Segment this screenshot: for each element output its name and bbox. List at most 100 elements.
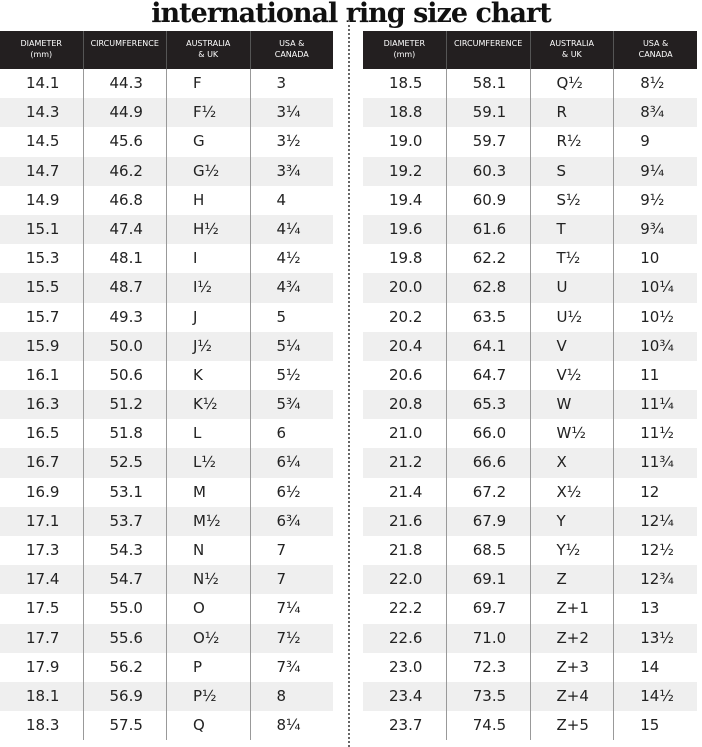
cell-australia-uk: L½: [167, 448, 251, 478]
cell-circumference: 72.3: [447, 652, 531, 682]
cell-diameter: 14.7: [0, 156, 84, 186]
dotted-divider: [348, 20, 350, 747]
table-row: 22.0 69.1 Z 12¾: [363, 565, 697, 595]
table-row: 19.8 62.2 T½ 10: [363, 244, 697, 274]
cell-diameter: 17.9: [0, 652, 84, 682]
cell-diameter: 15.1: [0, 214, 84, 245]
cell-diameter: 18.1: [0, 681, 84, 712]
cell-circumference: 44.9: [84, 98, 167, 128]
cell-circumference: 59.1: [447, 98, 531, 128]
cell-usa-canada: 9½: [640, 190, 665, 209]
cell-circumference: 48.7: [84, 273, 167, 303]
cell-usa-canada: 10½: [640, 307, 674, 326]
cell-usa-canada: 11¾: [640, 453, 674, 472]
cell-usa-canada: 15: [640, 716, 660, 735]
cell-usa-canada: 6¾: [276, 511, 301, 530]
cell-australia-uk: F½: [167, 98, 251, 128]
table-row: 16.1 50.6 K 5½: [0, 360, 333, 391]
cell-diameter: 15.7: [0, 302, 84, 332]
table-row: 15.3 48.1 I 4½: [0, 244, 333, 274]
cell-usa-canada: 10: [640, 249, 660, 268]
table-row: 21.0 66.0 W½ 11½: [363, 419, 697, 449]
cell-usa-canada: 12¾: [640, 570, 674, 589]
cell-circumference: 66.6: [447, 448, 531, 478]
cell-australia-uk: T½: [531, 244, 615, 274]
cell-circumference: 64.1: [447, 331, 531, 361]
cell-australia-uk: M: [167, 477, 251, 507]
cell-circumference: 47.4: [84, 214, 167, 245]
cell-australia-uk: M½: [167, 506, 251, 536]
cell-diameter: 18.5: [363, 69, 447, 99]
cell-usa-canada: 14½: [640, 686, 674, 705]
cell-circumference: 48.1: [84, 244, 167, 274]
cell-usa-canada: 5: [276, 307, 287, 326]
cell-usa-canada: 11½: [640, 424, 674, 443]
cell-diameter: 21.6: [363, 506, 447, 536]
cell-usa-canada: 14: [640, 657, 660, 676]
cell-usa-canada: 12: [640, 482, 660, 501]
table-row: 22.2 69.7 Z+1 13: [363, 594, 697, 624]
cell-diameter: 16.7: [0, 448, 84, 478]
cell-circumference: 56.2: [84, 652, 167, 682]
cell-australia-uk: H: [167, 185, 251, 215]
cell-diameter: 14.5: [0, 127, 84, 157]
cell-usa-canada: 7¼: [276, 599, 301, 618]
table-row: 17.7 55.6 O½ 7½: [0, 623, 333, 653]
table-row: 20.0 62.8 U 10¼: [363, 273, 697, 303]
table-row: 21.8 68.5 Y½ 12½: [363, 536, 697, 566]
cell-usa-canada: 3¾: [276, 161, 301, 180]
right-size-table: DIAMETER (mm) CIRCUMFERENCE AUSTRALIA & UK…: [363, 31, 697, 741]
cell-australia-uk: Z+4: [531, 681, 615, 712]
cell-usa-canada: 4½: [276, 249, 301, 268]
cell-usa-canada: 6½: [276, 482, 301, 501]
cell-circumference: 69.1: [447, 565, 531, 595]
table-row: 20.8 65.3 W 11¼: [363, 390, 697, 420]
cell-diameter: 17.3: [0, 536, 84, 566]
cell-circumference: 54.3: [84, 536, 167, 566]
table-row: 14.5 45.6 G 3½: [0, 127, 333, 157]
table-row: 19.4 60.9 S½ 9½: [363, 185, 697, 215]
cell-australia-uk: X½: [531, 477, 615, 507]
table-row: 17.9 56.2 P 7¾: [0, 652, 333, 682]
cell-diameter: 22.0: [363, 565, 447, 595]
cell-diameter: 16.5: [0, 419, 84, 449]
cell-usa-canada: 7¾: [276, 657, 301, 676]
cell-australia-uk: U: [531, 273, 615, 303]
cell-diameter: 18.3: [0, 711, 84, 741]
cell-circumference: 45.6: [84, 127, 167, 157]
cell-australia-uk: R: [531, 98, 615, 128]
header-usa-canada: USA & CANADA: [638, 39, 673, 59]
table-header: DIAMETER (mm) CIRCUMFERENCE AUSTRALIA & UK…: [0, 31, 333, 69]
cell-diameter: 23.7: [363, 711, 447, 741]
cell-australia-uk: H½: [167, 214, 251, 245]
table-row: 14.9 46.8 H 4: [0, 185, 333, 215]
cell-australia-uk: J½: [167, 331, 251, 361]
cell-circumference: 57.5: [84, 711, 167, 741]
cell-australia-uk: S: [531, 156, 615, 186]
header-usa-canada: USA & CANADA: [274, 39, 309, 59]
cell-circumference: 74.5: [447, 711, 531, 741]
cell-diameter: 21.2: [363, 448, 447, 478]
cell-circumference: 58.1: [447, 69, 531, 99]
cell-usa-canada: 8¼: [276, 716, 301, 735]
cell-diameter: 19.0: [363, 127, 447, 157]
cell-australia-uk: J: [167, 302, 251, 332]
table-row: 23.4 73.5 Z+4 14½: [363, 681, 697, 712]
cell-australia-uk: Y½: [531, 536, 615, 566]
header-diameter: DIAMETER (mm): [0, 31, 84, 69]
table-row: 23.0 72.3 Z+3 14: [363, 652, 697, 682]
cell-circumference: 64.7: [447, 360, 531, 391]
cell-diameter: 20.4: [363, 331, 447, 361]
cell-australia-uk: V: [531, 331, 615, 361]
cell-australia-uk: Z+3: [531, 652, 615, 682]
cell-usa-canada: 3: [276, 74, 287, 92]
cell-usa-canada: 7½: [276, 628, 301, 647]
cell-circumference: 52.5: [84, 448, 167, 478]
cell-usa-canada: 8½: [640, 74, 665, 92]
cell-diameter: 17.5: [0, 594, 84, 624]
cell-usa-canada: 11: [640, 365, 660, 384]
cell-usa-canada: 5¾: [276, 395, 301, 414]
table-row: 16.3 51.2 K½ 5¾: [0, 390, 333, 420]
cell-australia-uk: W½: [531, 419, 615, 449]
table-row: 17.5 55.0 O 7¼: [0, 594, 333, 624]
